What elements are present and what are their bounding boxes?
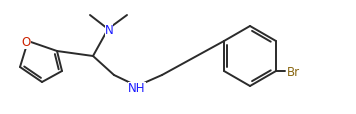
Text: NH: NH: [128, 82, 146, 95]
Text: N: N: [105, 24, 113, 37]
Text: Br: Br: [287, 65, 299, 78]
Text: O: O: [21, 36, 31, 49]
